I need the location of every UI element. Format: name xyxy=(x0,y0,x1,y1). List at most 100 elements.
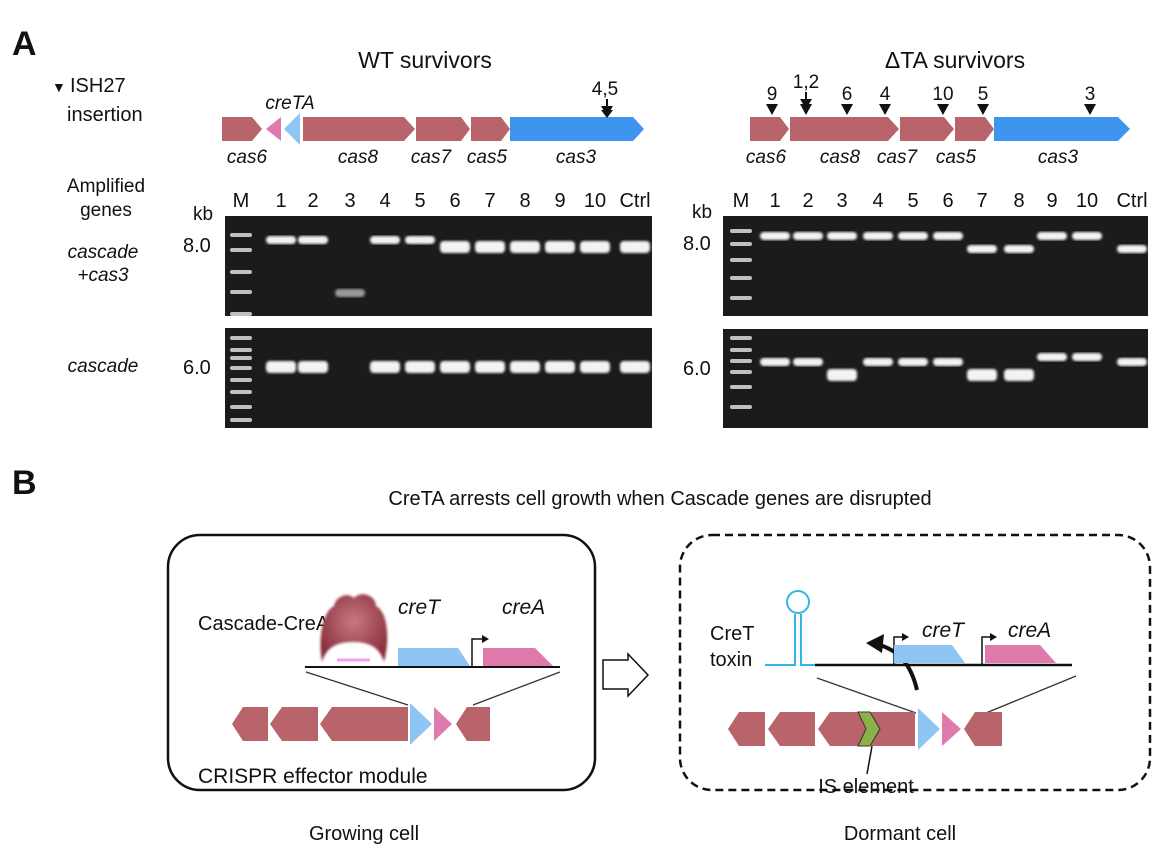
legend-insertion: insertion xyxy=(67,104,143,126)
cret-hairpin-icon xyxy=(765,590,834,666)
crispr-module-genes xyxy=(232,703,490,745)
dormant-creT-label: creT xyxy=(922,619,966,642)
row-label-cas3: +cas3 xyxy=(77,265,129,286)
ladder-band xyxy=(230,390,252,394)
gel-band xyxy=(266,361,296,373)
insertion-marker-icon xyxy=(1084,104,1096,115)
dta-gene-label-cas5: cas5 xyxy=(936,147,977,168)
growing-promoter-arrow xyxy=(471,638,483,666)
dta-cas6-arrow xyxy=(750,117,789,141)
ladder-band xyxy=(230,312,252,316)
row-label-cascade: cascade xyxy=(68,356,139,377)
wt-gene-label-cas7: cas7 xyxy=(411,147,453,168)
ladder-band xyxy=(230,233,252,237)
insertion-marker-icon xyxy=(879,104,891,115)
dormant-promoter-2 xyxy=(981,636,991,664)
dta-gel-cascade-cas3 xyxy=(723,216,1148,316)
gel-band xyxy=(760,358,790,366)
wt-creT-arrow xyxy=(284,113,300,145)
promoter-arrowhead xyxy=(990,633,997,641)
dta-lane-label: 3 xyxy=(836,190,847,212)
dta-gene-label-cas8: cas8 xyxy=(820,147,861,168)
wt-cas8-arrow xyxy=(303,117,415,141)
gel-band xyxy=(335,289,365,297)
ladder-band xyxy=(230,336,252,340)
gel-band xyxy=(440,241,470,253)
wt-gene-label-cas3: cas3 xyxy=(556,147,597,168)
dta-cas8-arrow xyxy=(790,117,899,141)
gel-band xyxy=(475,361,505,373)
dormant-creA-label: creA xyxy=(1008,619,1051,642)
dta-gel-cascade xyxy=(723,329,1148,428)
gel-band xyxy=(1004,245,1034,253)
panel-b-title: CreTA arrests cell growth when Cascade g… xyxy=(388,488,931,510)
wt-gene-label-cas6: cas6 xyxy=(227,147,268,168)
gel-band xyxy=(1072,232,1102,240)
ladder-band xyxy=(230,270,252,274)
gel-band xyxy=(510,241,540,253)
dta-lane-label: M xyxy=(733,190,750,212)
gel-band xyxy=(933,358,963,366)
wt-marker-8kb: 8.0 xyxy=(183,235,211,257)
gel-band xyxy=(1117,245,1147,253)
gel-band xyxy=(1072,353,1102,361)
gel-band xyxy=(405,361,435,373)
wt-creA-arrow xyxy=(266,117,281,141)
dta-insertion-label: 4 xyxy=(880,84,891,105)
amplified-label: Amplified xyxy=(67,176,145,197)
gel-band xyxy=(898,232,928,240)
is-element-label: IS element xyxy=(818,776,914,798)
gel-band xyxy=(580,361,610,373)
dormant-cell-caption: Dormant cell xyxy=(844,823,956,845)
insertion-marker-icon xyxy=(766,104,778,115)
zoom-line-left xyxy=(305,671,409,706)
wt-gel-cascade-cas3 xyxy=(225,216,652,316)
gel-band xyxy=(760,232,790,240)
wt-lane-label: M xyxy=(233,190,250,212)
gel-band xyxy=(898,358,928,366)
dta-insertion-label: 1,2 xyxy=(793,72,819,93)
dta-gene-label-cas6: cas6 xyxy=(746,147,787,168)
dta-insertion-label: 9 xyxy=(767,84,778,105)
dta-lane-label: 9 xyxy=(1046,190,1057,212)
wt-insertion-label: 4,5 xyxy=(592,79,618,100)
insertion-marker-icon xyxy=(977,104,989,115)
dta-lane-label: 6 xyxy=(942,190,953,212)
dta-insertion-label: 5 xyxy=(978,84,989,105)
wt-lane-label: 6 xyxy=(449,190,460,212)
wt-lane-label: 8 xyxy=(519,190,530,212)
gel-band xyxy=(580,241,610,253)
zoom-line-left xyxy=(816,677,917,714)
dta-lane-label: 8 xyxy=(1013,190,1024,212)
wt-lane-label: Ctrl xyxy=(619,190,650,212)
gel-background xyxy=(225,216,652,316)
insertion-marker-icon xyxy=(937,104,949,115)
wt-lane-label: 3 xyxy=(344,190,355,212)
dta-insertion-label: 3 xyxy=(1085,84,1096,105)
panel-a-label: A xyxy=(12,25,37,63)
cascade-complex-icon xyxy=(320,594,388,662)
dta-lane-label: 7 xyxy=(976,190,987,212)
dta-marker-6kb: 6.0 xyxy=(683,358,711,380)
is-element-icon xyxy=(857,711,881,747)
insertion-marker-icon xyxy=(841,104,853,115)
wt-lane-label: 1 xyxy=(275,190,286,212)
dta-lane-label: 1 xyxy=(769,190,780,212)
dta-insertion-label: 6 xyxy=(842,84,853,105)
ladder-band xyxy=(730,276,752,280)
gel-band xyxy=(370,361,400,373)
wt-cas3-arrow xyxy=(510,117,644,141)
gel-background xyxy=(723,329,1148,428)
ladder-band xyxy=(730,258,752,262)
ladder-band xyxy=(230,348,252,352)
promoter-arrowhead xyxy=(482,635,489,643)
genes-label: genes xyxy=(80,200,132,221)
dta-cas3-arrow xyxy=(994,117,1130,141)
disrupted-module-genes xyxy=(728,708,1002,750)
dta-lane-label: 4 xyxy=(872,190,883,212)
wt-cas7-arrow xyxy=(416,117,470,141)
wt-lane-label: 7 xyxy=(484,190,495,212)
wt-gene-map xyxy=(222,113,644,145)
panel-b-label: B xyxy=(12,464,37,502)
